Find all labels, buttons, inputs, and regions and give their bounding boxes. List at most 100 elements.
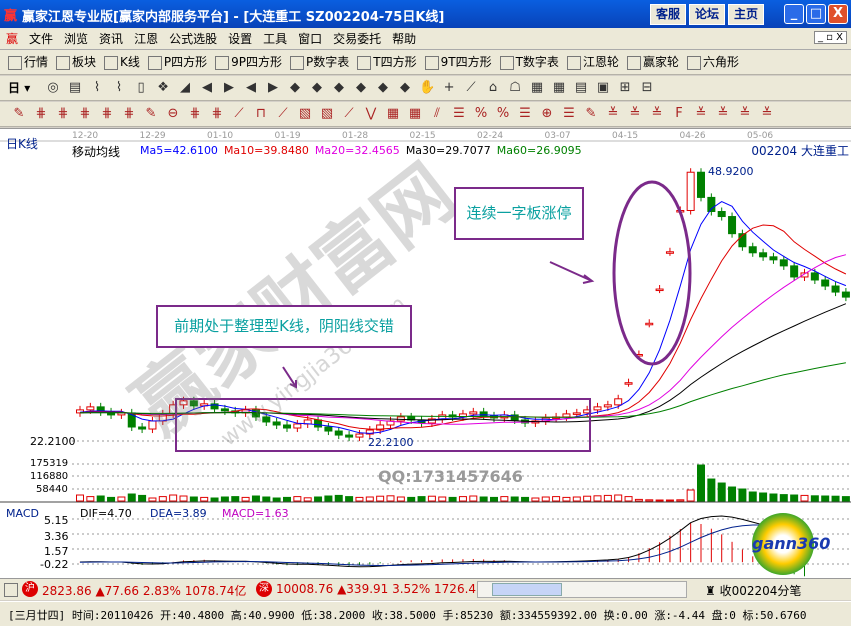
tool-icon[interactable]: ≚: [761, 106, 773, 121]
tool-icon[interactable]: ▧: [320, 106, 334, 121]
menu-item[interactable]: 窗口: [298, 32, 323, 46]
tool-icon[interactable]: ⟋: [466, 80, 476, 95]
tool-icon[interactable]: ◆: [356, 80, 367, 95]
toolbar-button-label: P四方形: [163, 55, 208, 69]
toolbar-button[interactable]: T四方形: [357, 50, 417, 74]
tick-detail-link[interactable]: ♜ 收002204分笔: [705, 584, 802, 598]
menu-item[interactable]: 帮助: [392, 32, 417, 46]
tool-icon[interactable]: ▧: [298, 106, 312, 121]
tool-icon[interactable]: ✎: [13, 106, 25, 121]
tool-icon[interactable]: ⋕: [35, 106, 47, 121]
tool-icon[interactable]: ▶: [268, 80, 279, 95]
tool-icon[interactable]: ▦: [530, 80, 544, 95]
tool-icon[interactable]: ▶: [224, 80, 235, 95]
tool-icon[interactable]: ⟋: [234, 106, 244, 121]
toolbar-button[interactable]: T数字表: [499, 50, 559, 74]
tool-icon[interactable]: ≚: [695, 106, 707, 121]
toolbar-button[interactable]: 江恩轮: [566, 50, 619, 74]
tool-icon[interactable]: ✎: [585, 106, 597, 121]
chart-area[interactable]: 12-20 12-29 01-10 01-19 01-28 02-15 02-24 03-07…: [0, 128, 851, 578]
quote-grid-icon[interactable]: [4, 583, 18, 597]
tool-icon[interactable]: ❖: [157, 80, 169, 95]
tool-icon[interactable]: ⋕: [123, 106, 135, 121]
kline-chart[interactable]: 12-20 12-29 01-10 01-19 01-28 02-15 02-24 03-07…: [0, 129, 851, 579]
tool-icon[interactable]: F: [675, 106, 683, 121]
tool-icon[interactable]: ⋁: [365, 106, 377, 121]
tool-icon[interactable]: ▦: [552, 80, 566, 95]
tool-icon[interactable]: ⫽: [434, 106, 440, 121]
menu-item[interactable]: 浏览: [64, 32, 89, 46]
home-button[interactable]: 主页: [728, 4, 764, 25]
tool-icon[interactable]: ⊟: [641, 80, 653, 95]
scrollbar-thumb[interactable]: [492, 583, 562, 596]
tool-icon[interactable]: ≚: [739, 106, 751, 121]
tool-icon[interactable]: ⋕: [57, 106, 69, 121]
tool-icon[interactable]: ◆: [400, 80, 411, 95]
menu-item[interactable]: 资讯: [99, 32, 124, 46]
tool-icon[interactable]: ☖: [509, 80, 521, 95]
tool-icon[interactable]: ☰: [519, 106, 531, 121]
toolbar-button[interactable]: 9P四方形: [215, 50, 282, 74]
toolbar-button[interactable]: 9T四方形: [424, 50, 492, 74]
toolbar-button[interactable]: 赢家轮: [626, 50, 679, 74]
tool-icon[interactable]: ⊖: [167, 106, 179, 121]
menu-item[interactable]: 公式选股: [169, 32, 218, 46]
tool-icon[interactable]: ⌇: [115, 80, 123, 95]
tool-icon[interactable]: %: [474, 106, 488, 121]
tool-icon[interactable]: ⊕: [541, 106, 553, 121]
tool-icon[interactable]: ◆: [334, 80, 345, 95]
tool-icon[interactable]: ◎: [47, 80, 59, 95]
tool-icon[interactable]: ◆: [290, 80, 301, 95]
tool-icon[interactable]: ◀: [246, 80, 257, 95]
tool-icon[interactable]: ⟋: [344, 106, 354, 121]
menu-item[interactable]: 交易委托: [333, 32, 382, 46]
tool-icon[interactable]: ≚: [651, 106, 663, 121]
tool-icon[interactable]: ⋕: [189, 106, 201, 121]
menu-item[interactable]: 设置: [228, 32, 253, 46]
tool-icon[interactable]: ◀: [202, 80, 213, 95]
tool-icon[interactable]: ▤: [68, 80, 82, 95]
mdi-controls[interactable]: _ ▫ X: [814, 31, 847, 44]
menu-item[interactable]: 江恩: [134, 32, 159, 46]
toolbar-button[interactable]: P四方形: [147, 50, 208, 74]
toolbar-button[interactable]: 行情: [8, 50, 48, 74]
tool-icon[interactable]: ✋: [419, 80, 436, 95]
tool-icon[interactable]: ⊞: [619, 80, 631, 95]
tool-icon[interactable]: %: [496, 106, 510, 121]
tool-icon[interactable]: ▤: [574, 80, 588, 95]
tool-icon[interactable]: ⌇: [93, 80, 101, 95]
tool-icon[interactable]: ▣: [596, 80, 610, 95]
toolbar-button[interactable]: 板块: [56, 50, 96, 74]
tool-icon[interactable]: +: [443, 80, 455, 95]
tool-icon[interactable]: ◆: [312, 80, 323, 95]
period-select[interactable]: 日 ▾: [8, 81, 31, 95]
tool-icon[interactable]: ◆: [378, 80, 389, 95]
tool-icon[interactable]: ▦: [408, 106, 422, 121]
tool-icon[interactable]: ☰: [453, 106, 465, 121]
toolbar-button[interactable]: P数字表: [290, 50, 349, 74]
tool-icon[interactable]: ≚: [629, 106, 641, 121]
tool-icon[interactable]: ⊓: [255, 106, 267, 121]
maximize-button[interactable]: □: [806, 4, 826, 24]
menu-item[interactable]: 文件: [29, 32, 54, 46]
tool-icon[interactable]: ⟋: [278, 106, 288, 121]
horizontal-scrollbar[interactable]: [477, 581, 687, 598]
toolbar-button[interactable]: 六角形: [686, 50, 739, 74]
service-button[interactable]: 客服: [650, 4, 686, 25]
tool-icon[interactable]: ▯: [137, 80, 145, 95]
tool-icon[interactable]: ≚: [717, 106, 729, 121]
tool-icon[interactable]: ✎: [145, 106, 157, 121]
tool-icon[interactable]: ⋕: [211, 106, 223, 121]
tool-icon[interactable]: ⋕: [79, 106, 91, 121]
tool-icon[interactable]: ≚: [607, 106, 619, 121]
tool-icon[interactable]: ▦: [386, 106, 400, 121]
minimize-button[interactable]: _: [784, 4, 804, 24]
close-button[interactable]: X: [828, 4, 848, 24]
tool-icon[interactable]: ⌂: [488, 80, 498, 95]
tool-icon[interactable]: ◢: [180, 80, 191, 95]
tool-icon[interactable]: ☰: [563, 106, 575, 121]
forum-button[interactable]: 论坛: [689, 4, 725, 25]
toolbar-button[interactable]: K线: [104, 50, 140, 74]
tool-icon[interactable]: ⋕: [101, 106, 113, 121]
menu-item[interactable]: 工具: [263, 32, 288, 46]
